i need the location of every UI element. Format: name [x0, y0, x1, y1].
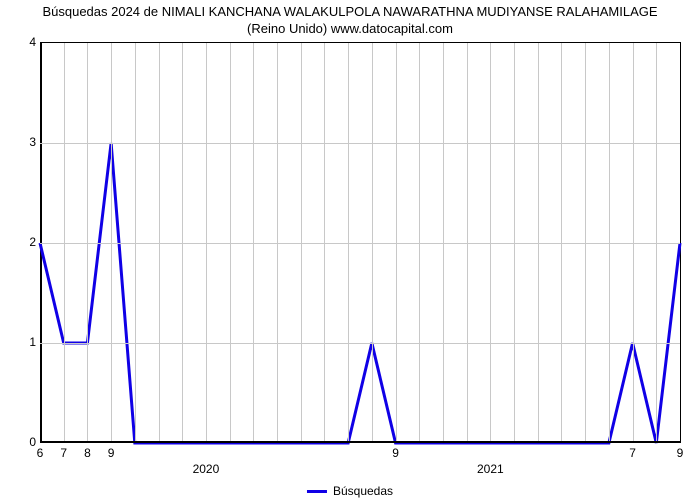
legend-swatch: [307, 490, 327, 493]
gridline-v: [206, 43, 207, 443]
y-tick-label: 1: [22, 335, 36, 349]
gridline-v: [419, 43, 420, 443]
gridline-v: [396, 43, 397, 443]
chart-container: Búsquedas 2024 de NIMALI KANCHANA WALAKU…: [0, 0, 700, 500]
gridline-h: [40, 343, 680, 344]
gridline-v: [324, 43, 325, 443]
x-tick-label: 8: [84, 446, 91, 460]
gridline-v: [277, 43, 278, 443]
gridline-v: [490, 43, 491, 443]
gridline-h: [40, 143, 680, 144]
x-tick-label: 9: [108, 446, 115, 460]
title-line1: Búsquedas 2024 de NIMALI KANCHANA WALAKU…: [42, 4, 657, 19]
gridline-v: [301, 43, 302, 443]
chart-title: Búsquedas 2024 de NIMALI KANCHANA WALAKU…: [0, 0, 700, 38]
x-tick-label: 7: [60, 446, 67, 460]
gridline-v: [656, 43, 657, 443]
x-year-label: 2021: [477, 462, 504, 476]
y-tick-label: 3: [22, 135, 36, 149]
x-tick-label: 9: [392, 446, 399, 460]
plot-area: [40, 42, 681, 443]
x-tick-label: 6: [37, 446, 44, 460]
legend-label: Búsquedas: [333, 484, 393, 498]
gridline-v: [64, 43, 65, 443]
y-tick-label: 0: [22, 435, 36, 449]
gridline-v: [443, 43, 444, 443]
gridline-v: [87, 43, 88, 443]
gridline-v: [514, 43, 515, 443]
y-tick-label: 2: [22, 235, 36, 249]
gridline-v: [111, 43, 112, 443]
gridline-v: [538, 43, 539, 443]
gridline-v: [135, 43, 136, 443]
gridline-v: [467, 43, 468, 443]
gridline-v: [585, 43, 586, 443]
x-year-label: 2020: [193, 462, 220, 476]
gridline-v: [159, 43, 160, 443]
title-line2: (Reino Unido) www.datocapital.com: [247, 21, 453, 36]
gridline-v: [372, 43, 373, 443]
gridline-h: [40, 243, 680, 244]
series-line: [40, 143, 680, 443]
gridline-v: [561, 43, 562, 443]
gridline-v: [182, 43, 183, 443]
x-tick-label: 7: [629, 446, 636, 460]
x-tick-label: 9: [677, 446, 684, 460]
gridline-v: [348, 43, 349, 443]
gridline-v: [609, 43, 610, 443]
legend: Búsquedas: [307, 484, 393, 498]
y-tick-label: 4: [22, 35, 36, 49]
gridline-v: [253, 43, 254, 443]
gridline-v: [633, 43, 634, 443]
gridline-v: [230, 43, 231, 443]
